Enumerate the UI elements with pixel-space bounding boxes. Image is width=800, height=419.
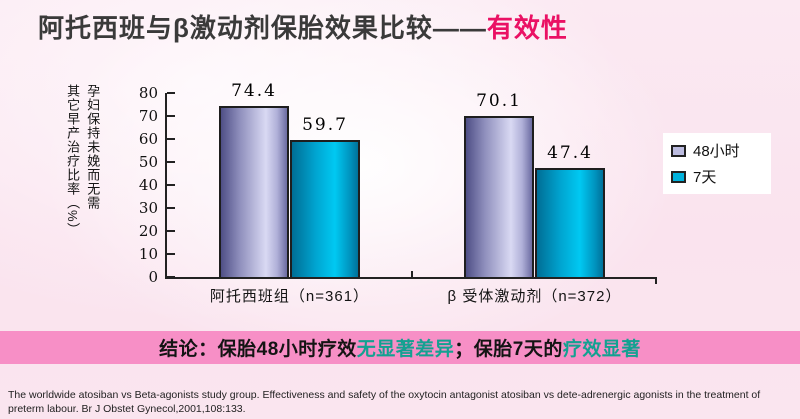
bar-value-label: 47.4 (547, 142, 593, 163)
chart-legend: 48小时 7天 (663, 133, 771, 194)
conclusion-segment: 疗效显著 (562, 339, 641, 360)
bar-series-0 (464, 115, 534, 277)
y-axis-tick-label: 0 (148, 268, 158, 286)
conclusion-segment: 结论：保胎48小时疗效 (159, 339, 357, 360)
y-axis-tick-label: 70 (138, 107, 158, 125)
y-axis-tick (167, 184, 175, 186)
y-axis-tick (167, 115, 175, 117)
page-title-main: 阿托西班与β激动剂保胎效果比较—— (38, 13, 487, 43)
y-axis-tick (167, 207, 175, 209)
legend-swatch-48h (671, 144, 686, 157)
y-axis-tick (167, 276, 175, 278)
y-axis-tick (167, 138, 175, 140)
y-axis-tick-label: 10 (138, 245, 158, 263)
y-axis-tick-label: 20 (138, 222, 158, 240)
y-axis-tick-label: 40 (138, 176, 158, 194)
legend-label-7d: 7天 (693, 169, 717, 186)
citation-text: The worldwide atosiban vs Beta-agonists … (8, 389, 761, 415)
legend-item-48h: 48小时 (671, 140, 763, 161)
y-axis-tick (167, 92, 175, 94)
bar-value-label: 74.4 (231, 80, 277, 101)
y-axis-tick-label: 30 (138, 199, 158, 217)
y-axis-tick-label: 50 (138, 153, 158, 171)
y-axis-tick (167, 253, 175, 255)
bar-value-label: 59.7 (302, 114, 348, 135)
x-axis-tick (411, 271, 413, 277)
bar-series-1 (290, 139, 360, 277)
y-axis-tick (167, 230, 175, 232)
conclusion-banner: 结论：保胎48小时疗效 无显著差异 ；保胎7天的 疗效显著 (0, 331, 800, 364)
x-category-label: β 受体激动剂（n=372） (447, 288, 622, 305)
y-axis-tick-label: 80 (138, 84, 158, 102)
y-axis-title: 孕妇保持未娩而无需 其它早产治疗比率（%） (62, 84, 102, 264)
page-title-accent: 有效性 (486, 13, 568, 43)
bar-value-label: 70.1 (476, 90, 522, 111)
conclusion-segment: ；保胎7天的 (454, 339, 563, 360)
y-axis-title-line1: 孕妇保持未娩而无需 (85, 84, 101, 210)
conclusion-segment: 无显著差异 (356, 339, 455, 360)
x-axis-end-tick (655, 277, 657, 284)
page-title: 阿托西班与β激动剂保胎效果比较——有效性 (38, 8, 568, 45)
x-category-label: 阿托西班组（n=361） (209, 288, 370, 305)
y-axis-title-line2: 其它早产治疗比率（%） (65, 84, 81, 237)
legend-item-7d: 7天 (671, 166, 763, 187)
plot-area: 0 10 20 30 40 50 60 70 80 阿托西班组（n=361） 74.4 59.7 β 受… (139, 81, 657, 305)
bar-series-0 (219, 105, 289, 277)
bar-series-1 (535, 167, 605, 277)
legend-label-48h: 48小时 (693, 143, 740, 160)
legend-swatch-7d (671, 170, 686, 183)
y-axis-tick-label: 60 (138, 130, 158, 148)
y-axis-tick (167, 161, 175, 163)
